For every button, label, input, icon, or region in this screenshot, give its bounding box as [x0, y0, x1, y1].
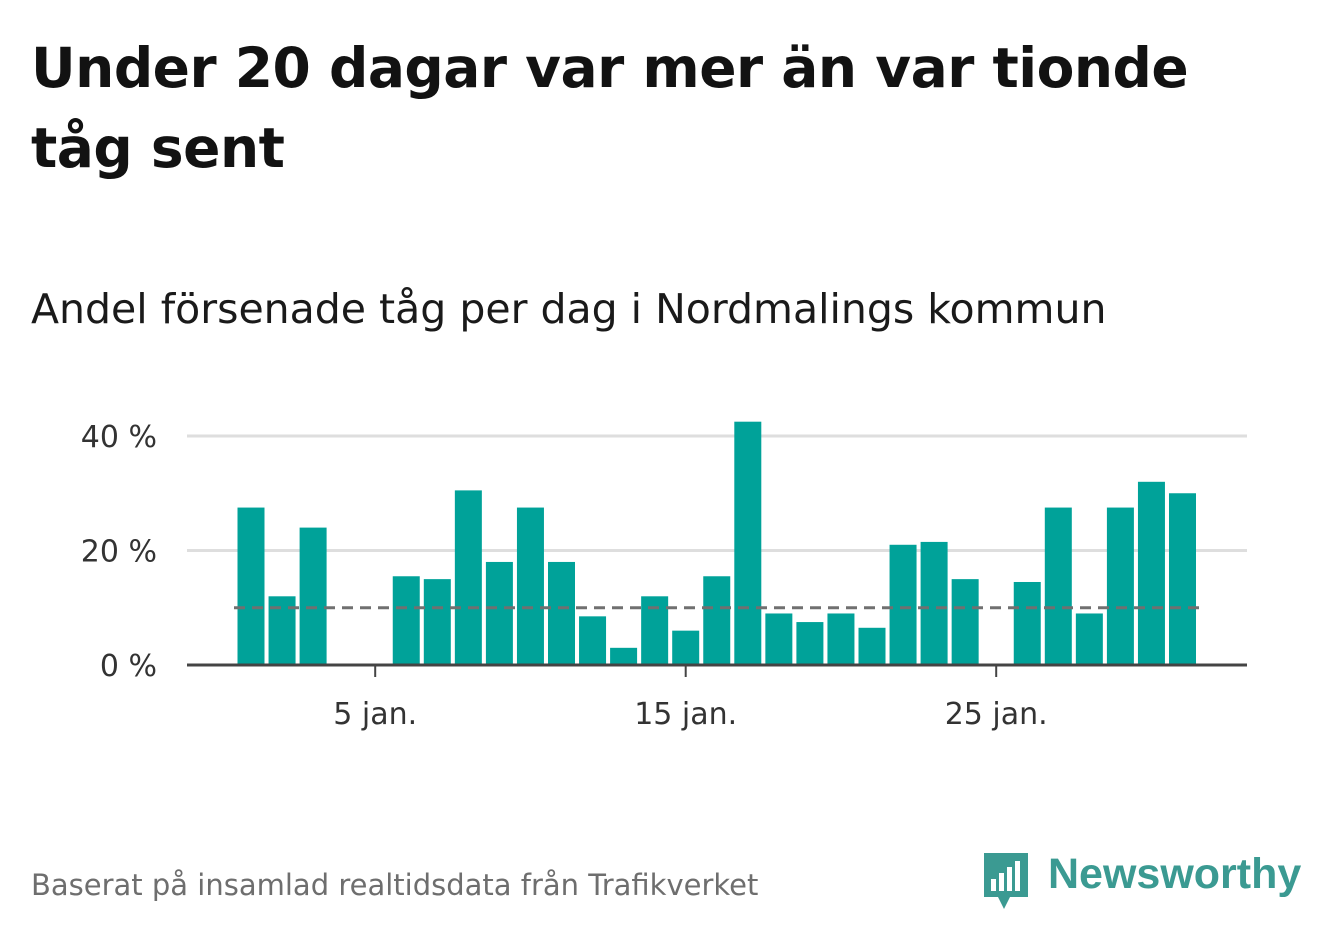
x-tick-label: 25 jan.	[945, 697, 1048, 732]
bar	[951, 579, 979, 665]
y-axis-labels: 0 % 20 % 40 %	[81, 420, 157, 684]
bar	[548, 561, 575, 665]
bar	[579, 616, 607, 665]
bar	[672, 630, 700, 665]
bar	[1137, 481, 1165, 665]
gridlines	[187, 434, 1247, 552]
x-axis	[187, 663, 1247, 677]
bars	[237, 421, 1196, 665]
chart-subtitle: Andel försenade tåg per dag i Nordmaling…	[31, 285, 1107, 333]
bar	[1169, 493, 1196, 665]
x-tick-label: 15 jan.	[634, 697, 737, 732]
y-tick-label: 40 %	[81, 420, 157, 455]
bar	[1075, 613, 1103, 665]
bar	[1044, 507, 1072, 665]
bar-chart: 0 % 20 % 40 % 5 jan. 15 jan. 25 jan.	[81, 420, 1247, 732]
y-tick-label: 0 %	[100, 649, 157, 684]
bar	[858, 627, 886, 665]
bar	[703, 576, 731, 665]
bar	[237, 507, 265, 665]
bar	[1013, 581, 1041, 665]
bar	[392, 576, 420, 665]
x-axis-labels: 5 jan. 15 jan. 25 jan.	[333, 697, 1047, 732]
bar	[610, 647, 638, 665]
brand-name: Newsworthy	[1048, 850, 1302, 898]
bar	[516, 507, 544, 665]
bar	[423, 579, 451, 665]
bar	[734, 421, 762, 665]
y-tick-label: 20 %	[81, 535, 157, 570]
newsworthy-logo-icon	[984, 853, 1028, 909]
bar	[454, 490, 482, 665]
bar	[920, 541, 948, 665]
source-note: Baserat på insamlad realtidsdata från Tr…	[31, 868, 759, 902]
bar	[796, 622, 824, 665]
bar	[765, 613, 793, 665]
x-tick-label: 5 jan.	[333, 697, 417, 732]
bar	[299, 527, 327, 665]
bar	[485, 561, 513, 665]
bar	[889, 544, 917, 665]
chart-title: Under 20 dagar var mer än var tionde tåg…	[31, 36, 1189, 180]
bar	[827, 613, 855, 665]
newsworthy-logo: Newsworthy	[978, 848, 1302, 912]
bar	[1106, 507, 1134, 665]
